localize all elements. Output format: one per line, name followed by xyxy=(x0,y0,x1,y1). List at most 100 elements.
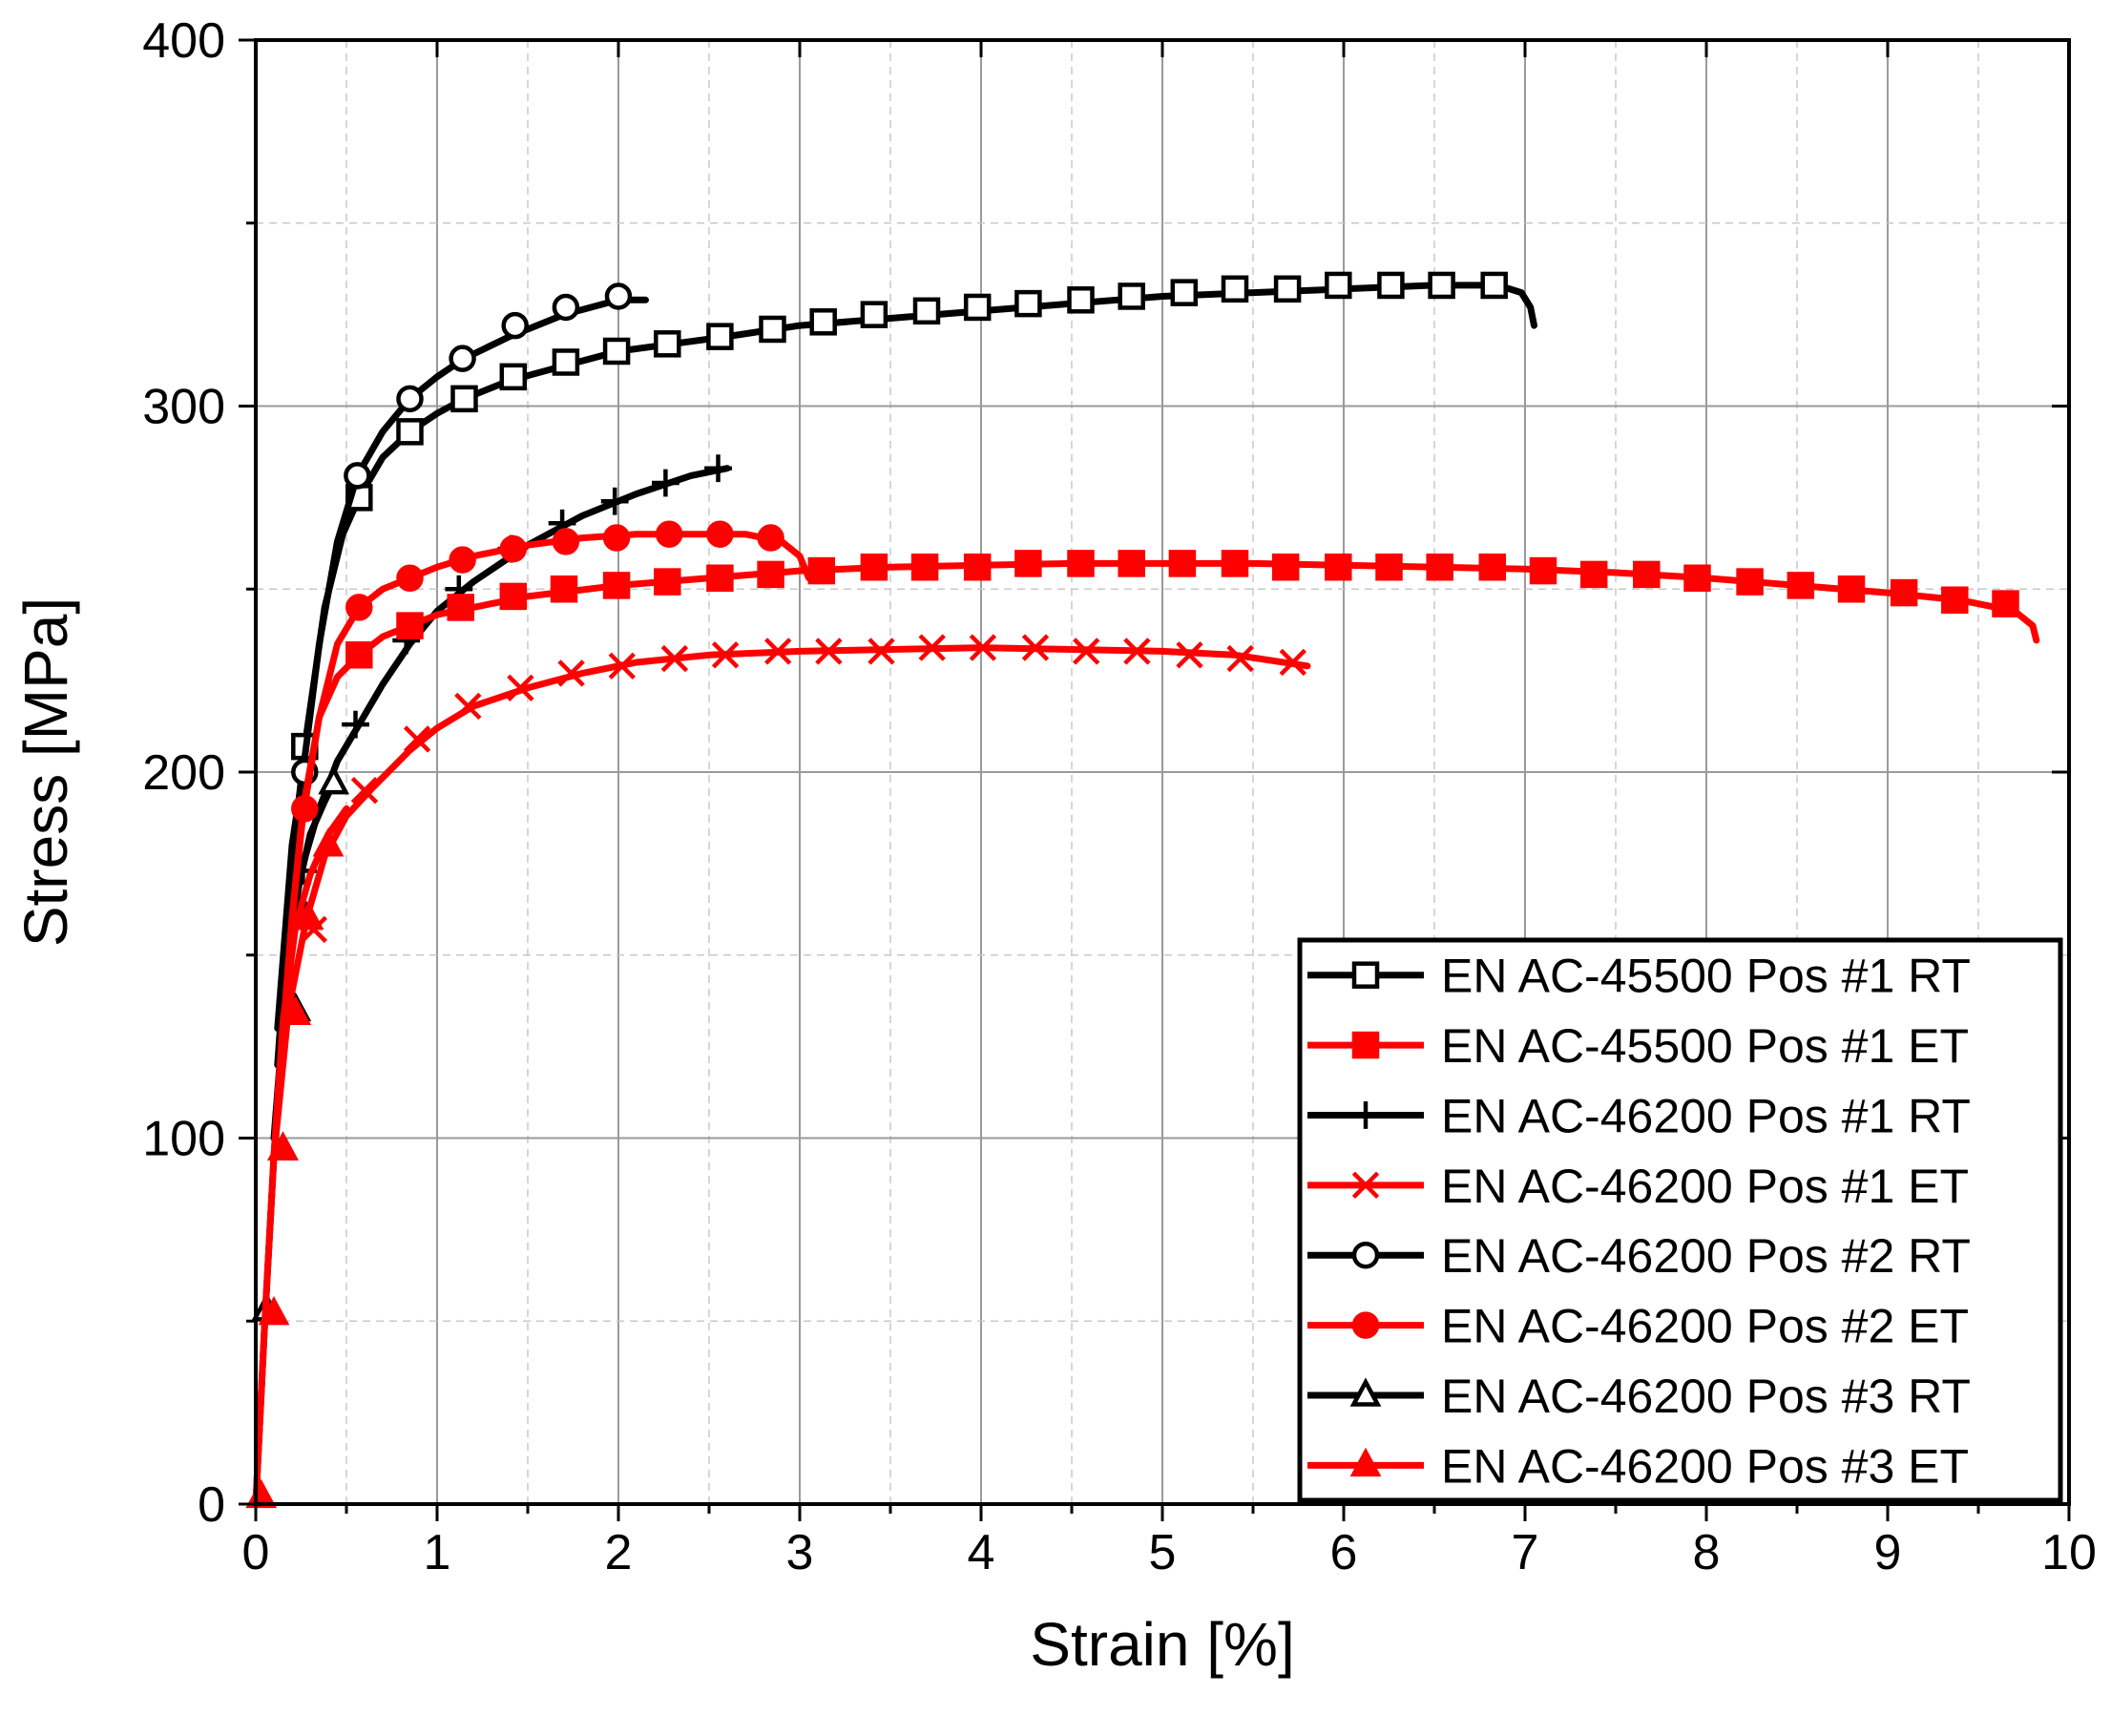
data-point xyxy=(1021,634,1050,661)
data-point xyxy=(652,469,679,497)
data-point xyxy=(345,594,373,621)
legend-marker xyxy=(1351,1031,1380,1059)
data-point xyxy=(557,659,585,687)
series-0 xyxy=(274,271,1537,1069)
y-tick-label: 400 xyxy=(142,13,225,69)
data-point xyxy=(1377,271,1405,300)
data-point xyxy=(499,363,528,391)
series-layer xyxy=(245,271,2040,1509)
data-point xyxy=(396,564,424,592)
x-axis-label: Strain [%] xyxy=(1030,1610,1294,1679)
data-point xyxy=(1890,578,1918,607)
x-tick-label: 10 xyxy=(2041,1525,2097,1580)
data-point xyxy=(318,764,350,795)
data-point xyxy=(1325,553,1352,581)
data-point xyxy=(1529,556,1557,585)
data-point xyxy=(1067,286,1095,314)
data-point xyxy=(1478,553,1507,581)
data-point xyxy=(1226,644,1254,673)
x-tick-label: 8 xyxy=(1693,1525,1721,1580)
legend-marker xyxy=(1349,1377,1382,1407)
x-tick-label: 5 xyxy=(1149,1525,1177,1580)
data-point xyxy=(963,293,992,322)
series-line xyxy=(270,644,1311,1161)
legend-marker xyxy=(1349,1447,1382,1477)
data-point xyxy=(807,556,836,585)
data-point xyxy=(757,524,784,552)
data-point xyxy=(1787,572,1815,599)
data-point xyxy=(1221,550,1249,577)
data-point xyxy=(918,634,946,661)
data-point xyxy=(602,572,631,599)
legend-label: EN AC-46200 Pos #3 RT xyxy=(1441,1370,1971,1423)
series-3 xyxy=(270,634,1311,1161)
data-point xyxy=(1480,271,1508,300)
data-point xyxy=(815,638,843,665)
data-point xyxy=(396,418,424,446)
data-point xyxy=(860,301,888,328)
data-point xyxy=(1428,271,1455,300)
y-tick-label: 200 xyxy=(142,745,225,801)
data-point xyxy=(757,560,784,589)
data-point xyxy=(1118,282,1145,310)
x-tick-label: 6 xyxy=(1330,1525,1358,1580)
data-point xyxy=(1118,550,1145,577)
data-point xyxy=(1176,641,1203,669)
data-point xyxy=(499,534,528,563)
data-point xyxy=(1168,550,1197,577)
data-point xyxy=(1579,560,1608,589)
x-tick-label: 9 xyxy=(1874,1525,1902,1580)
data-point xyxy=(550,575,578,603)
data-point xyxy=(867,638,895,665)
data-point xyxy=(300,915,327,944)
data-point xyxy=(345,641,373,669)
data-point xyxy=(1837,575,1866,603)
data-point xyxy=(654,330,681,358)
legend-marker xyxy=(1351,1241,1380,1269)
data-point xyxy=(860,553,888,581)
series-5 xyxy=(274,520,812,1105)
data-point xyxy=(608,652,636,680)
y-axis-label: Stress [MPa] xyxy=(11,597,80,947)
data-point xyxy=(759,315,786,344)
data-point xyxy=(350,776,379,805)
data-point xyxy=(344,462,371,490)
data-point xyxy=(1992,590,2019,617)
data-point xyxy=(291,795,319,823)
data-point xyxy=(1426,553,1453,581)
data-point xyxy=(552,348,580,376)
data-point xyxy=(600,487,629,515)
data-point xyxy=(1067,550,1095,577)
data-point xyxy=(660,644,689,673)
series-line xyxy=(274,296,649,1032)
legend-marker xyxy=(1351,961,1380,989)
legend-box xyxy=(1297,937,2063,1503)
data-point xyxy=(706,520,734,548)
data-point xyxy=(654,568,681,596)
data-point xyxy=(396,612,424,639)
legend-label: EN AC-46200 Pos #2 RT xyxy=(1441,1229,1971,1283)
data-point xyxy=(1325,271,1352,300)
y-tick-label: 100 xyxy=(142,1112,225,1167)
legend-label: EN AC-46200 Pos #2 ET xyxy=(1441,1300,1969,1353)
data-point xyxy=(1073,638,1100,665)
data-point xyxy=(809,308,837,336)
data-point xyxy=(1683,564,1711,592)
data-point xyxy=(258,1296,290,1326)
data-point xyxy=(1271,553,1300,581)
x-tick-label: 4 xyxy=(968,1525,995,1580)
data-point xyxy=(912,297,941,325)
data-point xyxy=(1014,289,1042,318)
data-point xyxy=(704,454,732,483)
data-point xyxy=(454,692,482,721)
data-point xyxy=(396,385,424,413)
legend-label: EN AC-46200 Pos #1 ET xyxy=(1441,1160,1969,1213)
legend-label: EN AC-46200 Pos #3 ET xyxy=(1441,1439,1969,1493)
series-4 xyxy=(274,282,649,1032)
legend-label: EN AC-46200 Pos #1 RT xyxy=(1441,1089,1971,1142)
data-point xyxy=(450,385,478,413)
legend-label: EN AC-45500 Pos #1 ET xyxy=(1441,1019,1969,1073)
data-point xyxy=(602,524,631,552)
x-tick-label: 7 xyxy=(1512,1525,1539,1580)
